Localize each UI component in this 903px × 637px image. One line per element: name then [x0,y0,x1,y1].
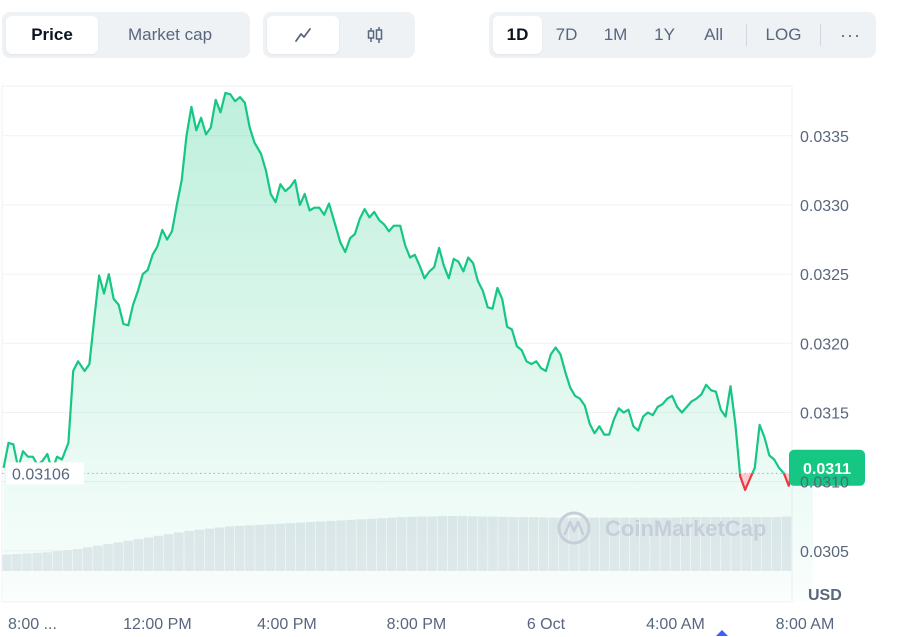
y-tick-label: 0.0305 [800,544,849,561]
price-area-fill [3,92,814,603]
x-tick-label: 8:00 PM [387,616,447,633]
price-chart: 0.03106 0.0311 0.0305 0.0310 0.0315 0.0320 0.… [1,85,865,636]
current-price-label: 0.0311 [803,461,851,478]
event-marker-icon[interactable] [716,630,728,636]
divider [746,24,748,46]
divider [819,24,821,46]
y-tick-label: 0.0320 [800,336,849,353]
open-price-label: 0.03106 [12,466,70,483]
x-tick-label: 4:00 AM [646,616,705,633]
coinmarketcap-watermark: CoinMarketCap [557,511,766,545]
range-1m[interactable]: 1M [603,25,628,44]
range-1y[interactable]: 1Y [654,25,675,44]
price-marketcap-toggle: Price Market cap [2,12,250,58]
current-price-badge [789,449,865,486]
chart-view-toggle [263,12,415,58]
x-tick-label: 4:00 PM [257,616,317,633]
watermark-text: CoinMarketCap [605,516,766,541]
line-chart-icon [295,28,311,42]
log-scale-button[interactable]: LOG [765,25,802,44]
y-tick-label: 0.0315 [800,405,849,422]
candlestick-icon [367,27,383,43]
y-tick-label: 0.0330 [800,198,849,215]
range-7d[interactable]: 7D [555,25,578,44]
price-line [2,91,814,474]
open-price-label-bg [6,462,84,485]
time-range-selector: 1D 7D 1M 1Y All LOG ··· [489,12,876,58]
tab-market-cap[interactable]: Market cap [127,25,213,44]
tab-price[interactable]: Price [6,16,98,54]
y-tick-label: 0.0335 [800,129,849,146]
range-1d[interactable]: 1D [493,16,543,54]
currency-label: USD [808,587,842,604]
x-tick-label: 12:00 PM [123,616,191,633]
x-tick-label: 6 Oct [527,616,566,633]
x-tick-label: 8:00 ... [8,616,57,633]
range-all[interactable]: All [704,25,724,44]
y-tick-label: 0.0310 [800,475,849,492]
candlestick-button[interactable] [339,16,411,54]
line-chart-button[interactable] [267,16,339,54]
x-tick-label: 8:00 AM [776,616,835,633]
y-tick-label: 0.0325 [800,267,849,284]
more-options-button[interactable]: ··· [839,24,861,45]
coinmarketcap-logo-icon [557,511,591,545]
